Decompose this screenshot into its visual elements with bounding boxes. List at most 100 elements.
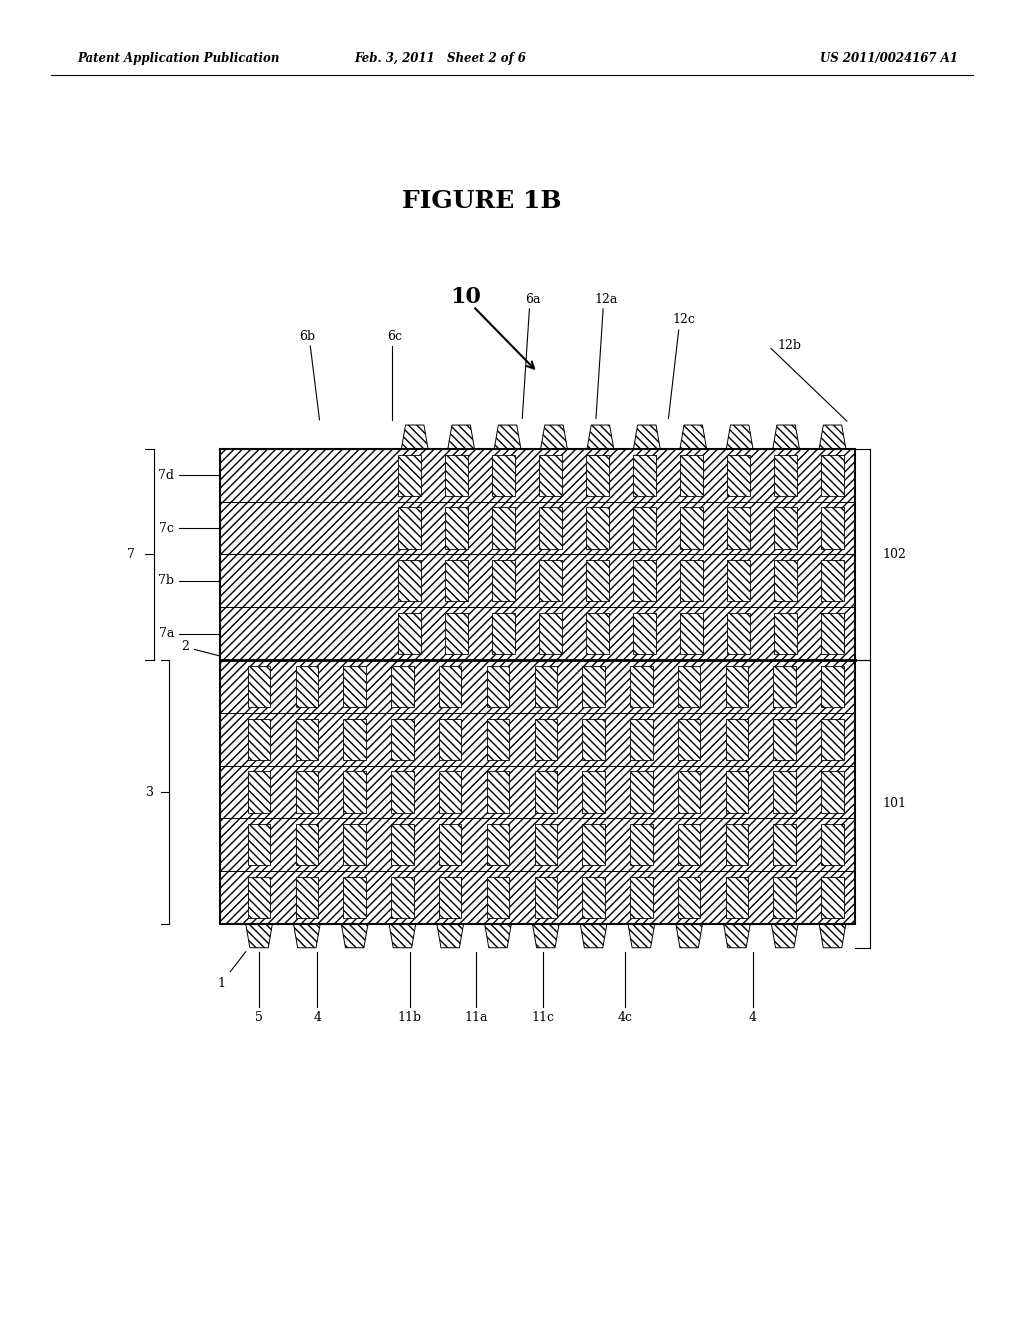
Bar: [486, 718, 509, 760]
Polygon shape: [532, 924, 559, 948]
Polygon shape: [437, 924, 464, 948]
Bar: [680, 560, 702, 602]
Text: 4: 4: [749, 1011, 757, 1024]
Bar: [821, 824, 844, 866]
Bar: [535, 665, 557, 708]
Bar: [439, 718, 462, 760]
Text: 6a: 6a: [524, 293, 541, 306]
Bar: [296, 771, 318, 813]
Bar: [220, 818, 855, 871]
Bar: [821, 718, 844, 760]
Bar: [296, 665, 318, 708]
Bar: [535, 771, 557, 813]
Polygon shape: [634, 425, 660, 449]
Bar: [774, 454, 797, 496]
Bar: [678, 824, 700, 866]
Bar: [535, 876, 557, 919]
Polygon shape: [581, 924, 607, 948]
Text: 5: 5: [255, 1011, 263, 1024]
Bar: [727, 454, 750, 496]
Bar: [678, 718, 700, 760]
Bar: [583, 824, 605, 866]
Bar: [587, 612, 609, 655]
Bar: [678, 876, 700, 919]
Bar: [680, 612, 702, 655]
Bar: [678, 771, 700, 813]
Text: 1: 1: [217, 977, 225, 990]
Bar: [220, 607, 855, 660]
Bar: [773, 824, 796, 866]
Bar: [630, 771, 652, 813]
Bar: [540, 560, 562, 602]
Polygon shape: [771, 924, 798, 948]
Bar: [486, 824, 509, 866]
Polygon shape: [389, 924, 416, 948]
Bar: [439, 824, 462, 866]
Bar: [248, 771, 270, 813]
Text: 11b: 11b: [397, 1011, 422, 1024]
Text: FIGURE 1B: FIGURE 1B: [401, 189, 561, 213]
Bar: [773, 665, 796, 708]
Bar: [678, 665, 700, 708]
Bar: [391, 876, 414, 919]
Bar: [296, 824, 318, 866]
Bar: [587, 507, 609, 549]
Bar: [398, 560, 421, 602]
Bar: [821, 665, 844, 708]
Bar: [296, 876, 318, 919]
Polygon shape: [447, 425, 474, 449]
Polygon shape: [246, 924, 272, 948]
Bar: [248, 718, 270, 760]
Bar: [633, 454, 655, 496]
Bar: [445, 454, 468, 496]
Bar: [821, 507, 844, 549]
Polygon shape: [726, 425, 753, 449]
Bar: [486, 876, 509, 919]
Polygon shape: [294, 924, 321, 948]
Bar: [540, 507, 562, 549]
Bar: [773, 876, 796, 919]
Polygon shape: [495, 425, 521, 449]
Bar: [493, 454, 515, 496]
Text: 11c: 11c: [531, 1011, 554, 1024]
Bar: [398, 612, 421, 655]
Bar: [391, 771, 414, 813]
Text: 4: 4: [313, 1011, 322, 1024]
Text: US 2011/0024167 A1: US 2011/0024167 A1: [819, 51, 957, 65]
Bar: [726, 824, 749, 866]
Bar: [583, 771, 605, 813]
Bar: [343, 824, 366, 866]
Text: 2: 2: [181, 640, 189, 653]
Bar: [680, 507, 702, 549]
Bar: [630, 824, 652, 866]
Text: 101: 101: [883, 797, 906, 810]
Bar: [220, 449, 855, 502]
Bar: [630, 876, 652, 919]
Bar: [220, 713, 855, 766]
Bar: [493, 560, 515, 602]
Polygon shape: [819, 924, 846, 948]
Bar: [727, 612, 750, 655]
Bar: [486, 771, 509, 813]
Bar: [439, 665, 462, 708]
Bar: [248, 824, 270, 866]
Polygon shape: [341, 924, 368, 948]
Bar: [773, 718, 796, 760]
Bar: [493, 612, 515, 655]
Bar: [220, 449, 855, 924]
Bar: [391, 665, 414, 708]
Bar: [680, 454, 702, 496]
Text: 7: 7: [127, 548, 135, 561]
Bar: [343, 665, 366, 708]
Bar: [391, 824, 414, 866]
Polygon shape: [819, 425, 846, 449]
Bar: [391, 718, 414, 760]
Polygon shape: [401, 425, 428, 449]
Text: 7d: 7d: [158, 469, 174, 482]
Bar: [343, 718, 366, 760]
Bar: [630, 718, 652, 760]
Bar: [220, 660, 855, 713]
Bar: [726, 876, 749, 919]
Bar: [726, 771, 749, 813]
Bar: [493, 507, 515, 549]
